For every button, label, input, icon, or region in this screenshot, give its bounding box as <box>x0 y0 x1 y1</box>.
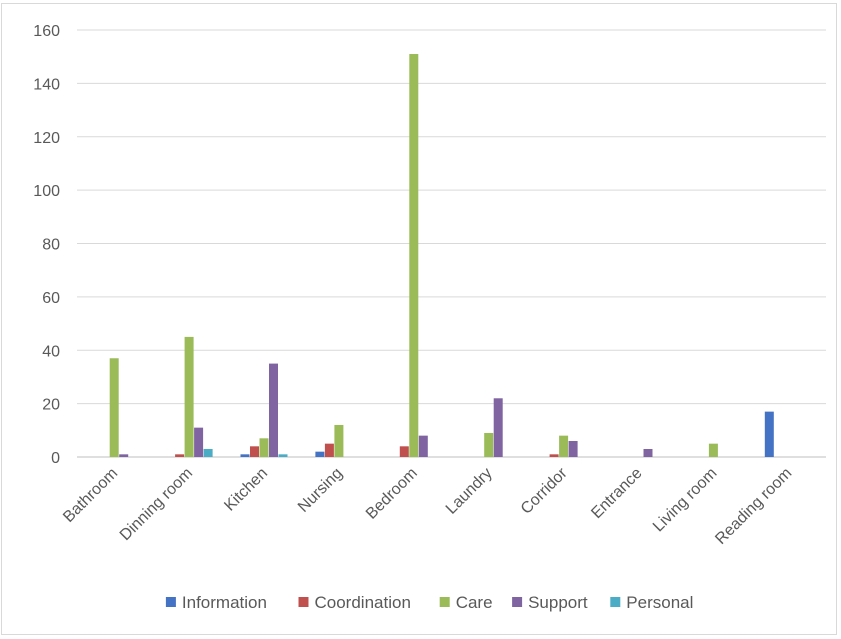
bar-coordination-bedroom <box>399 446 409 457</box>
bar-care-kitchen <box>259 438 269 457</box>
y-tick-label: 160 <box>33 23 60 40</box>
bar-support-laundry <box>493 398 503 457</box>
x-tick-label: Kitchen <box>221 465 271 515</box>
chart-frame <box>1 3 837 635</box>
legend-label-information: Information <box>182 593 267 612</box>
y-tick-label: 40 <box>42 343 60 360</box>
x-tick-label: Reading room <box>712 465 795 548</box>
x-tick-label: Dinning room <box>117 465 196 544</box>
y-tick-label: 20 <box>42 397 60 414</box>
bar-care-laundry <box>484 432 494 457</box>
legend-label-care: Care <box>456 593 493 612</box>
bar-coordination-nursing <box>324 443 334 457</box>
x-tick-label: Bedroom <box>363 465 421 523</box>
x-tick-label: Living room <box>650 465 721 536</box>
y-tick-label: 80 <box>42 237 60 254</box>
x-tick-label: Entrance <box>588 465 645 522</box>
bar-coordination-corridor <box>549 454 559 457</box>
bars <box>109 54 774 458</box>
legend-swatch-coordination <box>298 597 309 607</box>
x-tick-label: Bathroom <box>60 465 121 526</box>
bar-information-reading-room <box>764 411 774 457</box>
bar-support-bathroom <box>119 454 129 457</box>
y-tick-label: 140 <box>33 76 60 93</box>
bar-care-nursing <box>334 424 344 457</box>
legend-swatch-personal <box>610 597 621 607</box>
y-tick-label: 60 <box>42 290 60 307</box>
bar-coordination-kitchen <box>250 446 259 457</box>
y-axis-ticks: 0 20 40 60 80 100 120 140 160 <box>33 23 60 467</box>
y-tick-label: 0 <box>51 450 60 467</box>
legend-label-coordination: Coordination <box>315 593 411 612</box>
bar-coordination-dinning-room <box>175 454 185 457</box>
legend: Information Coordination Care Support Person… <box>165 593 693 612</box>
legend-label-personal: Personal <box>626 593 693 612</box>
x-tick-label: Nursing <box>295 465 346 516</box>
legend-label-support: Support <box>528 593 588 612</box>
bar-support-entrance <box>643 448 653 457</box>
bar-care-dinning-room <box>184 336 194 457</box>
legend-swatch-information <box>165 597 176 607</box>
y-tick-label: 120 <box>33 130 60 147</box>
x-tick-label: Laundry <box>443 465 496 518</box>
bar-information-kitchen <box>240 454 250 457</box>
legend-swatch-support <box>512 597 523 607</box>
bar-support-dinning-room <box>194 427 204 457</box>
bar-support-corridor <box>568 440 578 457</box>
y-tick-label: 100 <box>33 183 60 200</box>
bar-support-bedroom <box>418 435 428 457</box>
bar-support-kitchen <box>269 363 278 457</box>
bar-care-corridor <box>559 435 569 457</box>
bar-information-nursing <box>315 451 325 457</box>
legend-swatch-care <box>439 597 450 607</box>
bar-care-living-room <box>708 443 718 457</box>
x-tick-label: Corridor <box>518 464 571 517</box>
bar-care-bedroom <box>409 54 419 458</box>
bar-personal-dinning-room <box>203 448 213 457</box>
bar-personal-kitchen <box>278 454 288 457</box>
bar-care-bathroom <box>109 358 119 457</box>
